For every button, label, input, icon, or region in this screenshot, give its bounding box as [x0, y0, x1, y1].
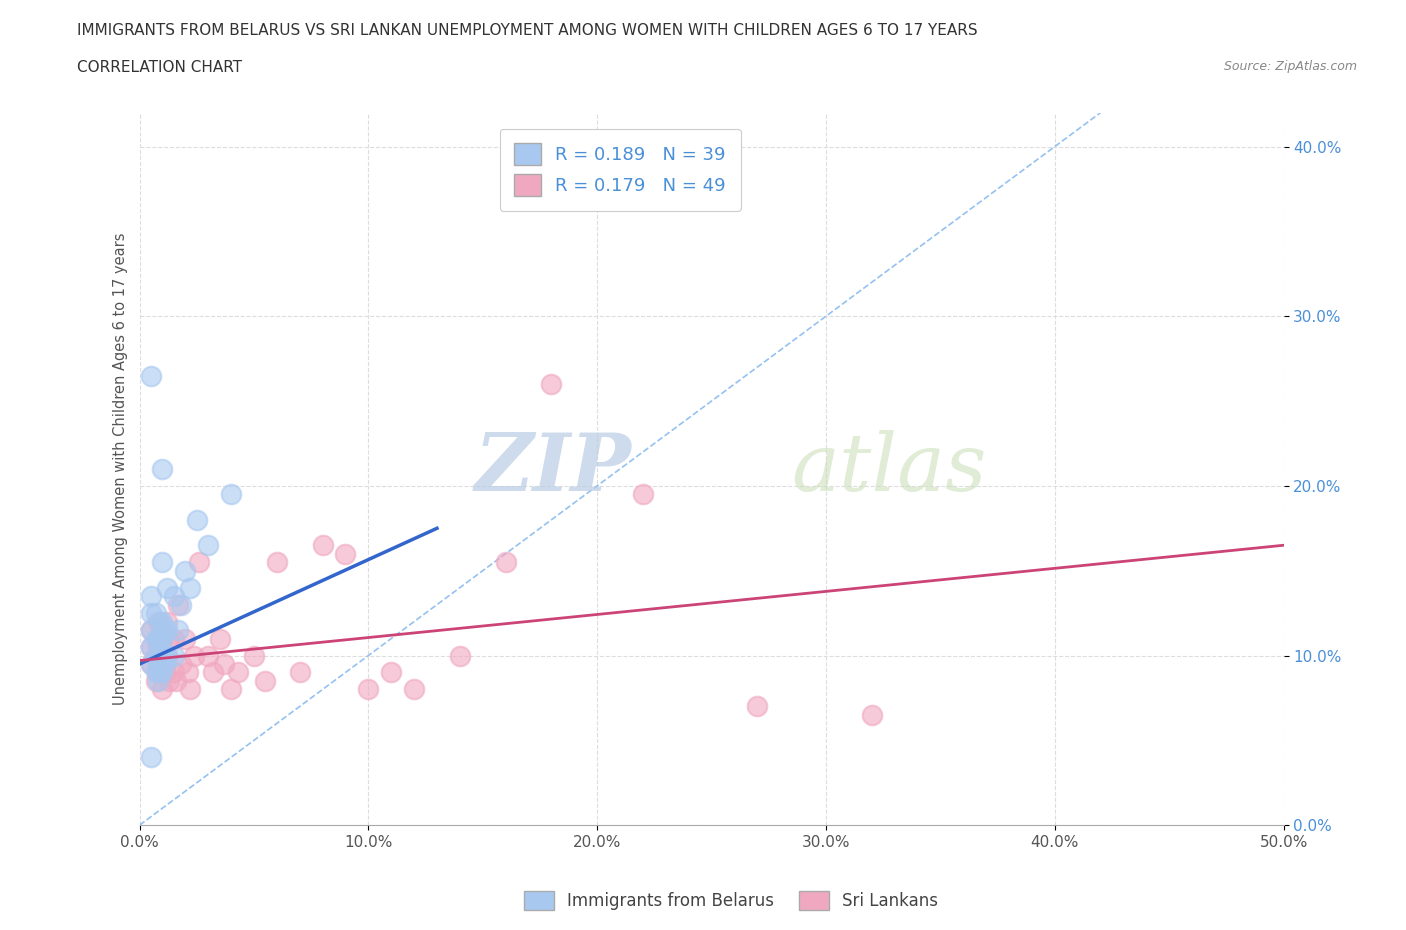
Legend: R = 0.189   N = 39, R = 0.179   N = 49: R = 0.189 N = 39, R = 0.179 N = 49 — [499, 128, 741, 211]
Point — [146, 614, 169, 629]
Point — [170, 597, 193, 612]
Point — [311, 538, 333, 552]
Point — [145, 648, 167, 663]
Point — [266, 555, 288, 570]
Point — [152, 614, 174, 629]
Point — [157, 631, 180, 646]
Point — [243, 648, 266, 663]
Point — [747, 699, 769, 714]
Point — [149, 657, 172, 671]
Point — [153, 657, 176, 671]
Point — [146, 631, 169, 646]
Point — [156, 623, 179, 638]
Point — [139, 623, 162, 638]
Point — [153, 648, 176, 663]
Point — [165, 673, 187, 688]
Point — [212, 657, 235, 671]
Point — [156, 580, 179, 595]
Point — [146, 665, 169, 680]
Point — [219, 487, 242, 502]
Point — [145, 673, 167, 688]
Point — [156, 648, 179, 663]
Point — [149, 631, 172, 646]
Point — [631, 487, 654, 502]
Point — [495, 555, 517, 570]
Point — [146, 657, 169, 671]
Point — [163, 665, 186, 680]
Point — [145, 631, 167, 646]
Point — [152, 657, 174, 671]
Legend: Immigrants from Belarus, Sri Lankans: Immigrants from Belarus, Sri Lankans — [517, 884, 945, 917]
Point — [449, 648, 471, 663]
Point — [254, 673, 277, 688]
Point — [183, 648, 205, 663]
Point — [288, 665, 311, 680]
Point — [152, 555, 174, 570]
Point — [174, 631, 197, 646]
Point — [201, 665, 224, 680]
Point — [146, 673, 169, 688]
Point — [167, 597, 190, 612]
Text: atlas: atlas — [792, 431, 987, 508]
Point — [152, 682, 174, 697]
Text: Source: ZipAtlas.com: Source: ZipAtlas.com — [1223, 60, 1357, 73]
Text: CORRELATION CHART: CORRELATION CHART — [77, 60, 242, 75]
Point — [219, 682, 242, 697]
Point — [139, 750, 162, 764]
Point — [152, 631, 174, 646]
Text: ZIP: ZIP — [475, 431, 631, 508]
Point — [167, 623, 190, 638]
Point — [139, 589, 162, 604]
Point — [152, 461, 174, 476]
Point — [153, 623, 176, 638]
Point — [197, 538, 219, 552]
Point — [145, 605, 167, 620]
Point — [149, 665, 172, 680]
Point — [157, 673, 180, 688]
Point — [139, 640, 162, 655]
Point — [335, 546, 357, 561]
Point — [163, 631, 186, 646]
Point — [139, 605, 162, 620]
Point — [188, 555, 211, 570]
Point — [174, 564, 197, 578]
Y-axis label: Unemployment Among Women with Children Ages 6 to 17 years: Unemployment Among Women with Children A… — [114, 232, 128, 705]
Point — [226, 665, 249, 680]
Point — [153, 665, 176, 680]
Point — [139, 657, 162, 671]
Point — [179, 580, 201, 595]
Point — [176, 665, 198, 680]
Point — [145, 648, 167, 663]
Point — [149, 648, 172, 663]
Point — [404, 682, 426, 697]
Text: IMMIGRANTS FROM BELARUS VS SRI LANKAN UNEMPLOYMENT AMONG WOMEN WITH CHILDREN AGE: IMMIGRANTS FROM BELARUS VS SRI LANKAN UN… — [77, 23, 979, 38]
Point — [197, 648, 219, 663]
Point — [152, 665, 174, 680]
Point — [186, 512, 208, 527]
Point — [139, 640, 162, 655]
Point — [139, 657, 162, 671]
Point — [152, 631, 174, 646]
Point — [139, 368, 162, 383]
Point — [208, 631, 231, 646]
Point — [156, 614, 179, 629]
Point — [139, 623, 162, 638]
Point — [540, 377, 562, 392]
Point — [860, 708, 883, 723]
Point — [380, 665, 402, 680]
Point — [149, 614, 172, 629]
Point — [145, 665, 167, 680]
Point — [152, 648, 174, 663]
Point — [149, 631, 172, 646]
Point — [156, 648, 179, 663]
Point — [163, 589, 186, 604]
Point — [146, 640, 169, 655]
Point — [170, 657, 193, 671]
Point — [357, 682, 380, 697]
Point — [179, 682, 201, 697]
Point — [163, 648, 186, 663]
